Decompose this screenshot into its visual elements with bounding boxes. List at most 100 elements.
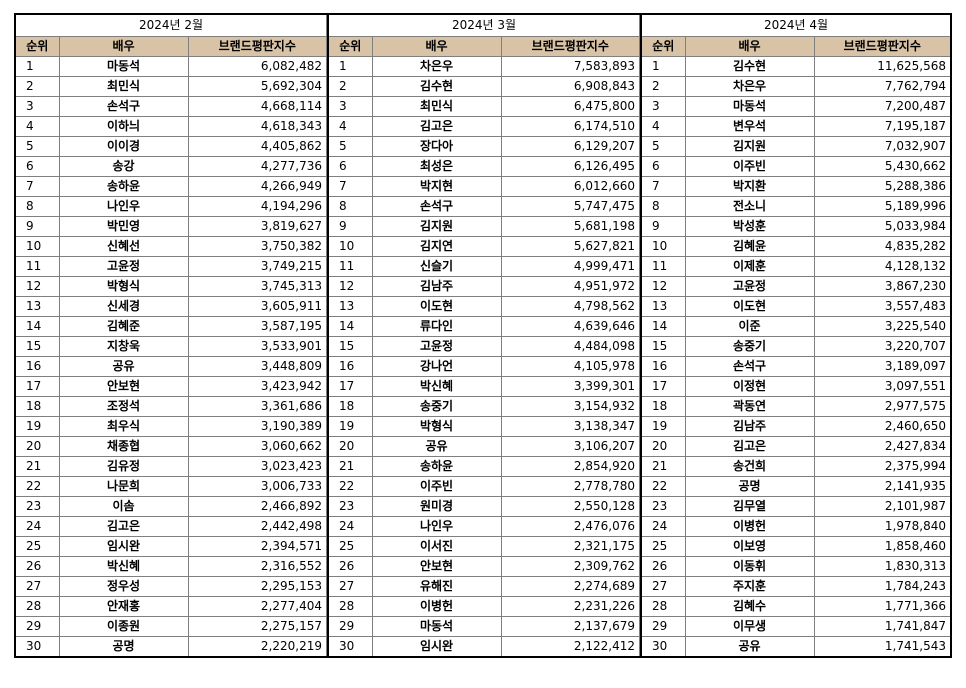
rank-cell: 8 [327, 196, 373, 217]
actor-name-cell: 김고은 [684, 436, 815, 457]
actor-name-cell: 안보현 [371, 556, 502, 577]
score-cell: 3,399,301 [500, 376, 640, 397]
rank-cell: 17 [327, 376, 373, 397]
score-cell: 5,033,984 [813, 216, 952, 237]
actor-name-cell: 공유 [58, 356, 189, 377]
table-row: 24 나인우 2,476,076 [327, 516, 640, 537]
table-row: 26 박신혜 2,316,552 [14, 556, 327, 577]
table-row: 18 송중기 3,154,932 [327, 396, 640, 417]
table-row: 9 박민영 3,819,627 [14, 216, 327, 237]
rank-cell: 24 [327, 516, 373, 537]
score-header: 브랜드평판지수 [187, 36, 327, 57]
table-row: 7 박지환 5,288,386 [640, 176, 952, 197]
table-row: 4 이하늬 4,618,343 [14, 116, 327, 137]
rank-cell: 23 [327, 496, 373, 517]
table-row: 11 신슬기 4,999,471 [327, 256, 640, 277]
table-row: 15 고윤정 4,484,098 [327, 336, 640, 357]
table-row: 14 류다인 4,639,646 [327, 316, 640, 337]
rank-cell: 16 [640, 356, 686, 377]
actor-name-cell: 강나언 [371, 356, 502, 377]
score-cell: 1,784,243 [813, 576, 952, 597]
rank-cell: 23 [14, 496, 60, 517]
rank-header: 순위 [640, 36, 686, 57]
score-cell: 2,141,935 [813, 476, 952, 497]
table-row: 20 김고은 2,427,834 [640, 436, 952, 457]
score-cell: 3,189,097 [813, 356, 952, 377]
actor-name-cell: 김유정 [58, 456, 189, 477]
table-row: 22 이주빈 2,778,780 [327, 476, 640, 497]
table-row: 26 안보현 2,309,762 [327, 556, 640, 577]
rank-cell: 26 [327, 556, 373, 577]
table-row: 20 공유 3,106,207 [327, 436, 640, 457]
table-row: 21 송하윤 2,854,920 [327, 456, 640, 477]
rank-cell: 28 [14, 596, 60, 617]
rank-cell: 27 [640, 576, 686, 597]
actor-name-cell: 이병헌 [684, 516, 815, 537]
column-header-row: 순위 배우 브랜드평판지수 [327, 36, 640, 57]
table-row: 4 김고은 6,174,510 [327, 116, 640, 137]
rank-cell: 4 [14, 116, 60, 137]
table-row: 1 차은우 7,583,893 [327, 56, 640, 77]
rank-cell: 8 [640, 196, 686, 217]
table-row: 30 공명 2,220,219 [14, 636, 327, 658]
score-cell: 4,639,646 [500, 316, 640, 337]
actor-name-cell: 마동석 [58, 56, 189, 77]
rank-cell: 25 [327, 536, 373, 557]
actor-name-cell: 차은우 [371, 56, 502, 77]
rank-cell: 15 [327, 336, 373, 357]
score-cell: 4,835,282 [813, 236, 952, 257]
actor-name-cell: 송하윤 [371, 456, 502, 477]
score-cell: 6,126,495 [500, 156, 640, 177]
score-cell: 1,741,543 [813, 636, 952, 658]
actor-name-cell: 지창욱 [58, 336, 189, 357]
score-cell: 1,830,313 [813, 556, 952, 577]
score-cell: 2,375,994 [813, 456, 952, 477]
table-row: 11 이제훈 4,128,132 [640, 256, 952, 277]
actor-name-cell: 이병헌 [371, 596, 502, 617]
score-cell: 7,583,893 [500, 56, 640, 77]
rank-cell: 14 [640, 316, 686, 337]
rank-cell: 2 [14, 76, 60, 97]
score-cell: 6,012,660 [500, 176, 640, 197]
table-row: 25 이보영 1,858,460 [640, 536, 952, 557]
score-cell: 6,908,843 [500, 76, 640, 97]
column-header-row: 순위 배우 브랜드평판지수 [640, 36, 952, 57]
actor-name-cell: 송강 [58, 156, 189, 177]
score-cell: 2,854,920 [500, 456, 640, 477]
score-cell: 5,681,198 [500, 216, 640, 237]
table-row: 16 강나언 4,105,978 [327, 356, 640, 377]
table-row: 2 차은우 7,762,794 [640, 76, 952, 97]
score-cell: 2,394,571 [187, 536, 327, 557]
table-row: 4 변우석 7,195,187 [640, 116, 952, 137]
actor-name-cell: 송중기 [371, 396, 502, 417]
rank-cell: 28 [327, 596, 373, 617]
table-row: 29 이무생 1,741,847 [640, 616, 952, 637]
score-header: 브랜드평판지수 [813, 36, 952, 57]
actor-name-cell: 이종원 [58, 616, 189, 637]
rank-cell: 22 [640, 476, 686, 497]
table-row: 18 곽동연 2,977,575 [640, 396, 952, 417]
rank-cell: 19 [640, 416, 686, 437]
score-cell: 6,174,510 [500, 116, 640, 137]
actor-name-cell: 김남주 [684, 416, 815, 437]
score-cell: 6,082,482 [187, 56, 327, 77]
rank-cell: 29 [14, 616, 60, 637]
actor-name-cell: 송건희 [684, 456, 815, 477]
table-row: 9 박성훈 5,033,984 [640, 216, 952, 237]
rank-header: 순위 [14, 36, 60, 57]
score-cell: 4,128,132 [813, 256, 952, 277]
actor-name-cell: 주지훈 [684, 576, 815, 597]
table-row: 15 지창욱 3,533,901 [14, 336, 327, 357]
rank-cell: 24 [14, 516, 60, 537]
score-cell: 5,430,662 [813, 156, 952, 177]
score-cell: 4,105,978 [500, 356, 640, 377]
actor-name-cell: 안보현 [58, 376, 189, 397]
score-cell: 5,692,304 [187, 76, 327, 97]
score-cell: 2,295,153 [187, 576, 327, 597]
actor-name-cell: 이솜 [58, 496, 189, 517]
actor-name-cell: 전소니 [684, 196, 815, 217]
actor-name-cell: 이도현 [684, 296, 815, 317]
actor-name-cell: 이주빈 [371, 476, 502, 497]
table-row: 24 김고은 2,442,498 [14, 516, 327, 537]
actor-name-cell: 정우성 [58, 576, 189, 597]
